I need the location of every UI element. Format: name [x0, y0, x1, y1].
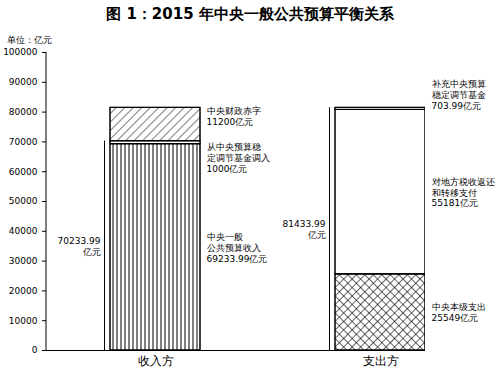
- svg-text:10000: 10000: [9, 316, 38, 326]
- svg-text:70233.99亿元: 70233.99亿元: [58, 236, 101, 257]
- svg-text:80000: 80000: [9, 107, 38, 117]
- svg-text:50000: 50000: [9, 196, 38, 206]
- svg-text:支出方: 支出方: [363, 354, 399, 368]
- svg-text:中央本级支出25549亿元: 中央本级支出25549亿元: [432, 302, 486, 323]
- svg-text:70000: 70000: [9, 137, 38, 147]
- svg-text:从中央预算稳定调节基金调入1000亿元: 从中央预算稳定调节基金调入1000亿元: [207, 142, 270, 174]
- svg-text:90000: 90000: [9, 77, 38, 87]
- svg-text:60000: 60000: [9, 167, 38, 177]
- svg-text:中央财政赤字11200亿元: 中央财政赤字11200亿元: [207, 106, 261, 127]
- svg-text:单位：亿元: 单位：亿元: [7, 35, 52, 45]
- svg-text:中央一般公共预算收入69233.99亿元: 中央一般公共预算收入69233.99亿元: [207, 232, 268, 264]
- svg-text:收入方: 收入方: [138, 354, 174, 368]
- svg-text:100000: 100000: [3, 47, 38, 57]
- svg-text:补充中央预算稳定调节基金703.99亿元: 补充中央预算稳定调节基金703.99亿元: [432, 79, 486, 111]
- svg-text:0: 0: [32, 345, 38, 355]
- svg-text:30000: 30000: [9, 256, 38, 266]
- svg-text:对地方税收返还和转移支付55181亿元: 对地方税收返还和转移支付55181亿元: [432, 177, 495, 209]
- html-text:图 1：2015 年中央一般公共预算平衡关系: 图 1：2015 年中央一般公共预算平衡关系: [106, 5, 394, 23]
- svg-text:20000: 20000: [9, 286, 38, 296]
- svg-text:40000: 40000: [9, 226, 38, 236]
- svg-text:81433.99亿元: 81433.99亿元: [283, 219, 326, 240]
